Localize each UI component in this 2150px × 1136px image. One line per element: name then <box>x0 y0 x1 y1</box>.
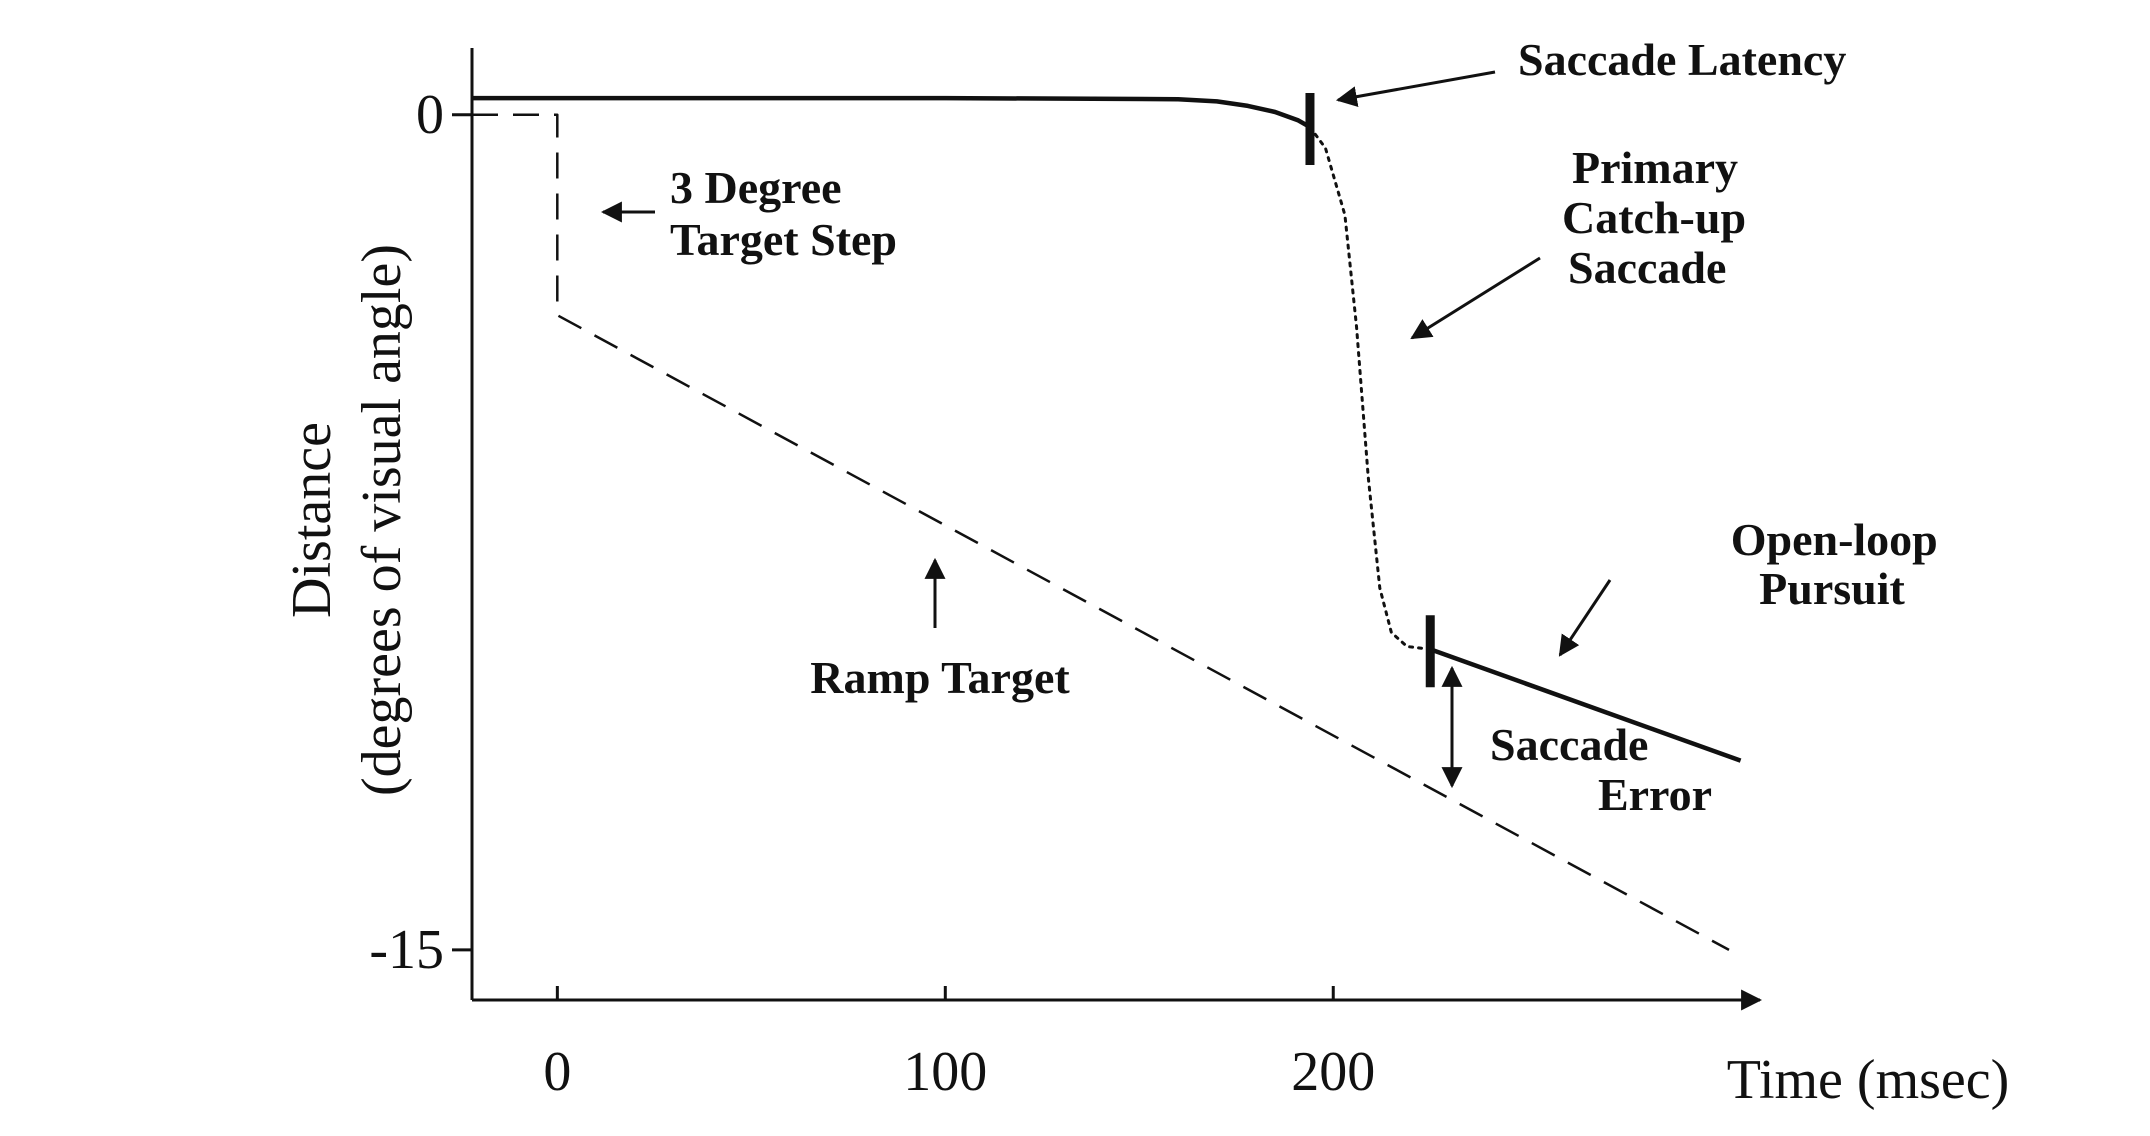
annotation-primary-line2: Catch-up <box>1562 192 1746 243</box>
x-tick-label-1: 100 <box>903 1041 987 1103</box>
annotation-primary-line1: Primary <box>1572 142 1738 193</box>
x-axis-title: Time (msec) <box>1727 1049 2010 1111</box>
annotation-step: 3 Degree Target Step <box>600 162 897 265</box>
y-axis-title-line1: Distance <box>281 422 343 618</box>
svg-text:Primary Catch-up: Primary Catch-up Saccade <box>1562 142 1758 293</box>
y-axis-title-line2: (degrees of visual angle) <box>351 244 413 796</box>
svg-text:Saccade Error: Saccade Error <box>1490 719 1712 820</box>
svg-text:Open-loop Pursuit: Open-loop Pursuit <box>1731 514 1950 614</box>
marker-layer <box>1305 93 1435 688</box>
svg-text:3 Degree Target Step: 3 Degree Target Step <box>670 162 897 265</box>
annotation-latency: Saccade Latency <box>1335 34 1846 108</box>
annotation-primary: Primary Catch-up Saccade <box>1410 142 1758 340</box>
x-tick-label-2: 200 <box>1291 1041 1375 1103</box>
y-tick-label-0: 0 <box>416 84 444 146</box>
series-line-solid-1 <box>472 95 1312 130</box>
annotation-primary-line3: Saccade <box>1568 242 1726 293</box>
annotation-step-line2: Target Step <box>670 214 897 265</box>
annotation-openloop-arrow <box>1558 579 1612 657</box>
x-tick-label-0: 0 <box>543 1041 571 1103</box>
annotation-ramp: Ramp Target <box>810 557 1070 703</box>
axis-ticks: 0 100 200 0 -15 <box>369 84 1375 1103</box>
annotation-error-line1: Saccade <box>1490 719 1648 770</box>
series-line-dotted-2 <box>1308 125 1432 651</box>
annotation-openloop-line1: Open-loop <box>1731 514 1938 565</box>
series-line-solid-3 <box>1429 647 1742 763</box>
annotation-step-line1: 3 Degree <box>670 162 842 213</box>
annotation-error-line2: Error <box>1598 769 1712 820</box>
annotation-latency-text: Saccade Latency <box>1518 34 1846 85</box>
annotation-primary-arrow <box>1410 256 1541 340</box>
annotation-openloop-line2: Pursuit <box>1759 563 1905 614</box>
series-layer <box>472 95 1742 951</box>
annotation-latency-arrow <box>1335 70 1496 108</box>
y-tick-label-1: -15 <box>369 919 444 981</box>
annotation-openloop: Open-loop Pursuit <box>1558 514 1950 657</box>
annotation-error: Saccade Error <box>1441 665 1712 820</box>
annotation-layer: 3 Degree Target Step Saccade Latency Pri… <box>600 34 1950 820</box>
series-line-dashed-0 <box>472 113 1730 951</box>
annotation-ramp-text: Ramp Target <box>810 652 1070 703</box>
y-axis-title: Distance (degrees of visual angle) <box>281 244 413 796</box>
